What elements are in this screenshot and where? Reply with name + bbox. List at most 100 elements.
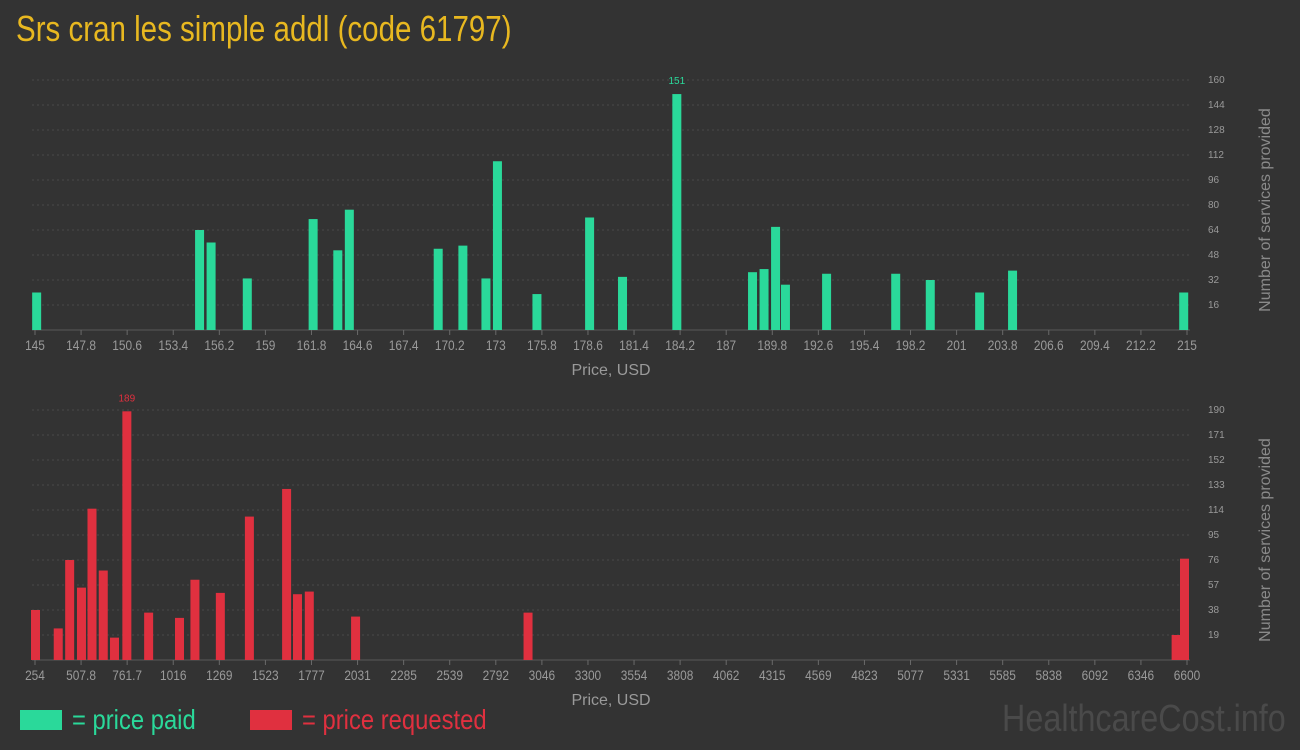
bottom-x-tick-label: 2031 [344, 667, 370, 683]
bottom-x-tick-label: 6346 [1128, 667, 1154, 683]
bottom-x-tick-label: 3300 [575, 667, 601, 683]
bottom-x-axis-label: Price, USD [571, 692, 650, 709]
bottom-bar [304, 591, 314, 660]
bottom-peak-label: 189 [119, 393, 136, 404]
bottom-x-tick-label: 1269 [206, 667, 232, 683]
top-x-tick-label: 164.6 [343, 337, 373, 353]
top-bar [771, 226, 781, 330]
top-bar [975, 292, 985, 330]
top-x-tick-label: 215 [1177, 337, 1197, 353]
bottom-bar [87, 508, 97, 660]
bottom-y-tick-label: 95 [1208, 530, 1220, 541]
bottom-bar [31, 610, 40, 660]
bottom-x-tick-label: 6600 [1174, 667, 1200, 683]
top-x-tick-label: 209.4 [1080, 337, 1110, 353]
top-bar [308, 219, 318, 330]
top-bar [206, 242, 216, 330]
top-y-tick-label: 112 [1208, 150, 1224, 161]
bottom-bar [144, 612, 154, 660]
top-y-tick-label: 16 [1208, 300, 1220, 311]
bottom-y-tick-label: 114 [1208, 505, 1224, 516]
top-x-tick-label: 206.6 [1034, 337, 1064, 353]
bottom-x-tick-label: 4315 [759, 667, 785, 683]
top-bar [822, 273, 832, 330]
bottom-x-tick-label: 2539 [436, 667, 462, 683]
top-bar [344, 209, 354, 330]
bottom-x-tick-label: 1523 [252, 667, 278, 683]
top-x-tick-label: 175.8 [527, 337, 557, 353]
bottom-x-tick-label: 4823 [851, 667, 877, 683]
bottom-y-tick-label: 57 [1208, 580, 1220, 591]
bottom-x-tick-label: 3554 [621, 667, 647, 683]
bottom-x-tick-label: 5077 [897, 667, 923, 683]
top-y-axis-label: Number of services provided [1257, 108, 1274, 312]
top-bar [433, 248, 443, 330]
bottom-x-tick-label: 1016 [160, 667, 186, 683]
top-x-tick-label: 159 [255, 337, 275, 353]
bottom-y-axis-label: Number of services provided [1257, 438, 1274, 642]
top-bar [780, 284, 790, 330]
top-bar [458, 245, 468, 330]
top-x-tick-label: 212.2 [1126, 337, 1156, 353]
bottom-bar [76, 587, 86, 660]
top-x-tick-label: 156.2 [204, 337, 234, 353]
top-y-tick-label: 32 [1208, 275, 1220, 286]
top-y-tick-label: 144 [1208, 100, 1225, 111]
bottom-x-tick-label: 6092 [1082, 667, 1108, 683]
bottom-x-tick-label: 507.8 [66, 667, 96, 683]
bottom-bar [1180, 558, 1189, 660]
top-x-tick-label: 187 [716, 337, 736, 353]
bottom-x-tick-label: 5331 [943, 667, 969, 683]
top-x-tick-label: 145 [25, 337, 45, 353]
bottom-y-tick-label: 19 [1208, 630, 1220, 641]
bottom-x-tick-label: 254 [25, 667, 45, 683]
bottom-bar [244, 516, 254, 660]
bottom-x-tick-label: 4062 [713, 667, 739, 683]
top-peak-label: 151 [668, 76, 685, 87]
top-x-tick-label: 189.8 [757, 337, 787, 353]
top-y-tick-label: 80 [1208, 200, 1220, 211]
top-y-tick-label: 160 [1208, 75, 1225, 86]
top-bar [672, 94, 682, 330]
top-bar [925, 280, 935, 330]
legend-swatch-paid [20, 710, 62, 730]
top-bar [759, 269, 769, 330]
top-x-tick-label: 150.6 [112, 337, 142, 353]
bottom-x-tick-label: 4569 [805, 667, 831, 683]
bottom-bar [282, 488, 292, 660]
top-bar [532, 294, 542, 330]
bottom-bar [98, 570, 108, 660]
legend-paid: = price paid [20, 704, 218, 735]
top-y-tick-label: 48 [1208, 250, 1220, 261]
top-x-tick-label: 153.4 [158, 337, 188, 353]
top-x-tick-label: 170.2 [435, 337, 465, 353]
bottom-bar [1171, 635, 1181, 660]
top-x-tick-label: 167.4 [389, 337, 419, 353]
top-x-tick-label: 184.2 [665, 337, 695, 353]
top-x-tick-label: 147.8 [66, 337, 96, 353]
bottom-bar [215, 592, 225, 660]
top-bar [481, 278, 491, 330]
bottom-bar [190, 579, 200, 660]
top-bar [333, 250, 343, 330]
bottom-y-tick-label: 38 [1208, 605, 1220, 616]
bottom-bar [53, 628, 63, 660]
bottom-x-tick-label: 3046 [529, 667, 555, 683]
top-y-tick-label: 128 [1208, 125, 1225, 136]
top-bar [195, 230, 205, 330]
top-x-axis-label: Price, USD [571, 362, 650, 379]
top-y-tick-label: 64 [1208, 225, 1220, 236]
bottom-x-tick-label: 5838 [1036, 667, 1062, 683]
bottom-x-tick-label: 2792 [483, 667, 509, 683]
top-bar [242, 278, 252, 330]
bottom-y-tick-label: 133 [1208, 480, 1225, 491]
top-bar [492, 161, 502, 330]
bottom-y-tick-label: 152 [1208, 455, 1225, 466]
bottom-x-tick-label: 1777 [298, 667, 324, 683]
top-x-tick-label: 178.6 [573, 337, 603, 353]
page-title: Srs cran les simple addl (code 61797) [16, 8, 512, 49]
bottom-x-tick-label: 761.7 [112, 667, 142, 683]
top-x-tick-label: 203.8 [988, 337, 1018, 353]
legend-swatch-requested [250, 710, 292, 730]
bottom-bar [65, 560, 75, 660]
